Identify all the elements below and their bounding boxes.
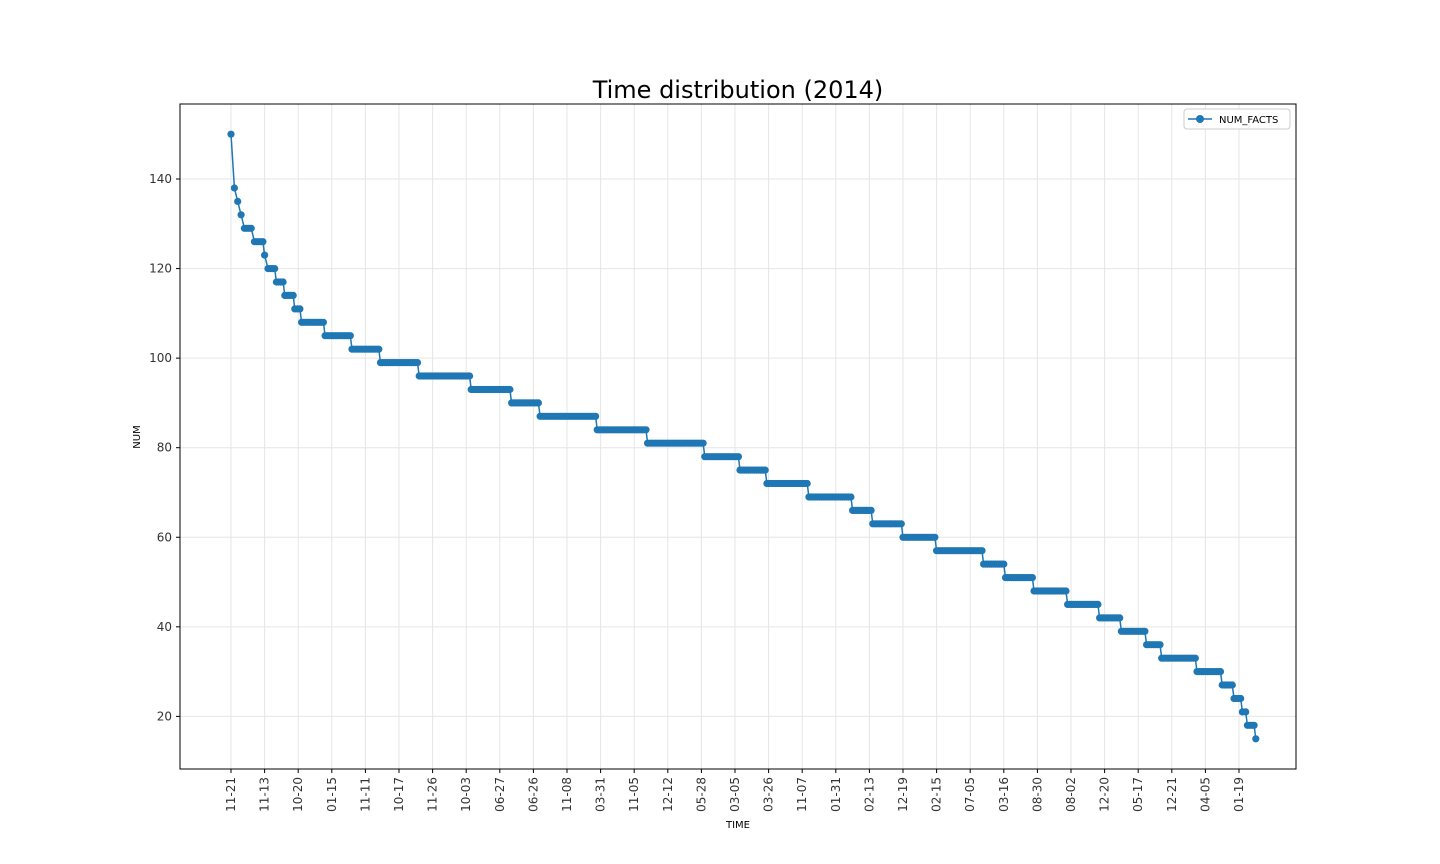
chart-title: Time distribution (2014) xyxy=(592,76,884,104)
data-point xyxy=(346,332,354,340)
x-tick-label: 02-13 xyxy=(862,777,876,812)
data-point xyxy=(1000,560,1008,568)
x-tick-label: 12-19 xyxy=(896,777,910,812)
x-tick-label: 10-20 xyxy=(291,777,305,812)
x-tick-label: 07-05 xyxy=(963,777,977,812)
data-point xyxy=(534,399,543,407)
data-point xyxy=(466,372,474,380)
data-point xyxy=(761,466,769,474)
x-tick-label: 11-05 xyxy=(627,777,641,812)
data-point xyxy=(897,520,905,528)
data-point xyxy=(699,439,707,447)
x-axis-label: TIME xyxy=(725,820,750,831)
data-point xyxy=(1141,627,1149,635)
legend-marker-swatch xyxy=(1196,115,1204,123)
x-tick-label: 12-12 xyxy=(661,777,675,812)
data-point xyxy=(227,130,235,138)
x-tick-label: 11-21 xyxy=(224,777,238,812)
data-point xyxy=(978,547,986,555)
x-tick-label: 11-08 xyxy=(560,777,574,812)
data-point xyxy=(847,493,855,501)
data-point xyxy=(1216,668,1225,676)
data-point xyxy=(319,318,327,326)
y-tick-label: 80 xyxy=(157,441,172,455)
x-tick-label: 11-11 xyxy=(358,777,372,812)
x-tick-label: 12-20 xyxy=(1098,777,1112,812)
axes: 20 40 60 80 100 120 140 11-21 11-13 10-20 01-15 11-… xyxy=(149,172,1246,812)
data-point xyxy=(1094,600,1102,609)
data-point xyxy=(931,533,939,541)
data-point xyxy=(237,211,245,219)
data-point xyxy=(279,278,287,286)
data-point xyxy=(1156,641,1164,649)
y-tick-label: 40 xyxy=(157,620,172,634)
x-tick-label: 06-26 xyxy=(526,777,540,812)
data-point xyxy=(230,184,238,192)
x-tick-label: 06-27 xyxy=(493,777,507,812)
legend: NUM_FACTS xyxy=(1183,108,1291,130)
x-tick-label: 05-28 xyxy=(694,777,708,812)
x-tick-label: 10-03 xyxy=(459,777,473,812)
data-point xyxy=(247,224,255,232)
data-point xyxy=(1237,694,1245,703)
data-point xyxy=(642,426,650,434)
x-tick-label: 10-17 xyxy=(392,777,406,812)
data-point xyxy=(259,238,267,246)
y-tick-label: 140 xyxy=(149,172,172,186)
data-point xyxy=(1191,654,1199,662)
x-tick-label: 01-19 xyxy=(1232,777,1246,812)
x-tick-label: 11-07 xyxy=(795,777,809,812)
data-point xyxy=(867,506,875,514)
y-tick-label: 120 xyxy=(149,262,172,276)
data-point xyxy=(1242,708,1250,716)
data-point xyxy=(1028,574,1036,582)
data-point xyxy=(234,197,242,205)
data-point xyxy=(506,385,514,394)
x-tick-label: 08-02 xyxy=(1064,777,1078,812)
x-tick-label: 04-05 xyxy=(1198,777,1212,812)
x-tick-label: 11-26 xyxy=(426,777,440,812)
data-point xyxy=(1250,721,1258,729)
legend-label: NUM_FACTS xyxy=(1219,115,1278,126)
x-tick-label: 02-15 xyxy=(930,777,944,812)
data-point xyxy=(1252,735,1260,743)
x-tick-label: 01-31 xyxy=(829,777,843,812)
data-point xyxy=(289,291,297,299)
x-tick-label: 05-17 xyxy=(1131,777,1145,812)
y-tick-label: 100 xyxy=(149,351,172,365)
data-point xyxy=(1228,681,1236,689)
data-point xyxy=(261,251,269,259)
x-tick-label: 11-13 xyxy=(258,777,272,812)
data-point xyxy=(1116,614,1124,622)
legend-box xyxy=(1183,108,1291,130)
series-layer xyxy=(227,130,1260,743)
x-tick-label: 08-30 xyxy=(1030,777,1044,812)
y-axis-label: NUM xyxy=(132,425,143,448)
data-point xyxy=(592,412,600,420)
data-point xyxy=(375,345,383,353)
x-tick-label: 03-26 xyxy=(762,777,776,812)
x-tick-label: 01-15 xyxy=(325,777,339,812)
x-tick-label: 03-31 xyxy=(594,777,608,812)
data-point xyxy=(271,265,279,273)
y-tick-label: 60 xyxy=(157,530,172,544)
data-point xyxy=(803,479,811,488)
y-tick-label: 20 xyxy=(157,709,172,723)
plot-area-frame xyxy=(179,103,1297,770)
data-point xyxy=(413,359,422,367)
x-tick-label: 03-05 xyxy=(728,777,742,812)
x-tick-label: 12-21 xyxy=(1165,777,1179,812)
data-point xyxy=(1062,587,1070,595)
data-point xyxy=(296,305,304,313)
grid xyxy=(180,104,1296,769)
x-tick-label: 03-16 xyxy=(997,777,1011,812)
data-point xyxy=(734,453,743,461)
